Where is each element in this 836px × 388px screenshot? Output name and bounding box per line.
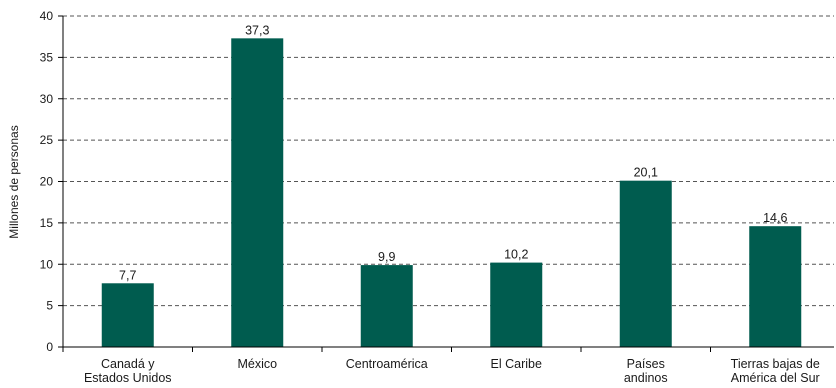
bar-0 bbox=[101, 283, 154, 347]
y-tick-label-20: 20 bbox=[40, 175, 54, 189]
x-tick-label-3-0: El Caribe bbox=[491, 357, 542, 371]
bar-4 bbox=[619, 180, 672, 347]
y-axis-label: Millones de personas bbox=[7, 125, 21, 238]
x-tick-label-2-0: Centroamérica bbox=[346, 357, 428, 371]
x-tick-label-4-0: Países bbox=[627, 357, 665, 371]
bar-2 bbox=[360, 265, 413, 347]
axes bbox=[58, 15, 834, 352]
y-tick-label-40: 40 bbox=[40, 9, 54, 23]
y-tick-label-0: 0 bbox=[46, 340, 53, 354]
x-tick-label-0-0: Canadá y bbox=[101, 357, 155, 371]
data-label-4: 20,1 bbox=[634, 166, 658, 180]
y-tick-label-35: 35 bbox=[40, 50, 54, 64]
x-tick-label-1-0: México bbox=[237, 357, 277, 371]
bar-3 bbox=[490, 262, 543, 347]
data-label-3: 10,2 bbox=[504, 248, 528, 262]
bars bbox=[101, 38, 802, 347]
y-tick-label-5: 5 bbox=[46, 299, 53, 313]
bar-1 bbox=[231, 38, 284, 347]
x-tick-label-5-0: Tierras bajas de bbox=[731, 357, 820, 371]
data-label-5: 14,6 bbox=[763, 211, 787, 225]
data-label-2: 9,9 bbox=[378, 250, 395, 264]
x-tick-label-5-1: América del Sur bbox=[731, 371, 820, 385]
y-tick-label-25: 25 bbox=[40, 133, 54, 147]
y-tick-label-15: 15 bbox=[40, 216, 54, 230]
grid-lines bbox=[63, 15, 834, 307]
bar-5 bbox=[749, 226, 802, 347]
data-label-0: 7,7 bbox=[119, 268, 136, 282]
y-tick-label-30: 30 bbox=[40, 92, 54, 106]
data-label-1: 37,3 bbox=[245, 23, 269, 37]
x-tick-label-0-1: Estados Unidos bbox=[84, 371, 172, 385]
y-tick-label-10: 10 bbox=[40, 257, 54, 271]
x-tick-label-4-1: andinos bbox=[624, 371, 668, 385]
